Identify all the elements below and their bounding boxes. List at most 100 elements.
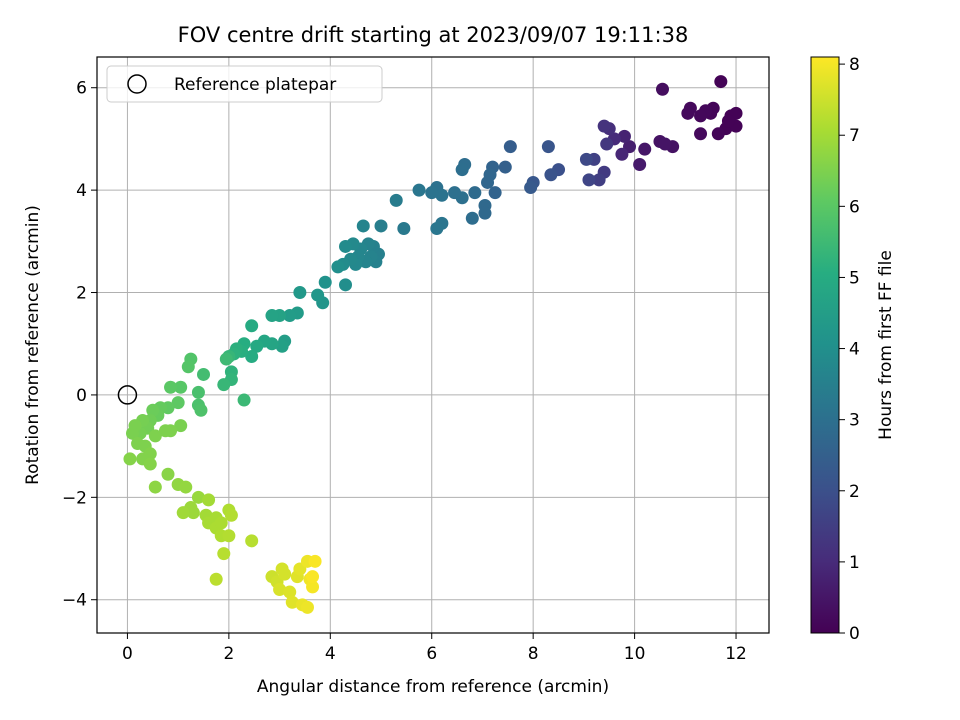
x-axis-label: Angular distance from reference (arcmin)	[257, 677, 609, 697]
data-point	[714, 75, 728, 89]
data-point	[397, 222, 411, 236]
colorbar-tick-label: 5	[849, 268, 860, 288]
data-point	[544, 168, 558, 182]
reference-marker	[117, 385, 138, 405]
colorbar-tick-label: 0	[849, 624, 860, 644]
data-point	[356, 219, 370, 233]
data-point	[285, 595, 299, 609]
data-point	[300, 600, 314, 614]
colorbar-label: Hours from first FF file	[876, 250, 896, 440]
x-tick-label: 0	[122, 644, 133, 664]
data-point	[455, 163, 469, 177]
colorbar-tick-label: 6	[849, 197, 860, 217]
colorbar-ticks: 0 1 2 3 4 5 6 7 8	[839, 55, 860, 644]
data-point	[721, 114, 735, 128]
legend-label: Reference platepar	[174, 75, 336, 95]
colorbar-gradient	[811, 57, 839, 633]
data-point	[181, 360, 195, 374]
legend: Reference platepar	[106, 65, 383, 103]
x-axis-ticks: 0 2 4 6 8 10 12	[122, 633, 747, 664]
data-point	[214, 516, 228, 530]
data-point	[465, 211, 479, 225]
data-point	[171, 396, 185, 410]
colorbar-tick-label: 2	[849, 482, 860, 502]
data-point	[191, 385, 205, 399]
data-point	[638, 142, 652, 156]
data-point	[579, 152, 593, 166]
data-point	[250, 339, 264, 353]
data-point	[694, 127, 708, 141]
data-point	[597, 119, 611, 133]
chart-title: FOV centre drift starting at 2023/09/07 …	[178, 23, 689, 47]
data-point	[481, 175, 495, 189]
y-tick-label: −2	[62, 488, 87, 508]
data-point	[275, 339, 289, 353]
data-point	[306, 570, 320, 584]
data-point	[617, 129, 631, 143]
data-point	[197, 367, 211, 381]
data-point	[217, 378, 231, 392]
data-point	[217, 547, 231, 561]
data-point	[293, 286, 307, 300]
data-point	[191, 490, 205, 504]
data-point	[488, 186, 502, 200]
y-tick-label: 4	[76, 181, 87, 201]
data-point	[176, 506, 190, 520]
data-point	[219, 352, 233, 366]
x-tick-label: 6	[426, 644, 437, 664]
x-tick-label: 4	[325, 644, 336, 664]
data-point	[237, 393, 251, 407]
data-point	[498, 160, 512, 174]
data-point	[123, 452, 137, 466]
colorbar: 0 1 2 3 4 5 6 7 8 Hours from first FF file	[810, 55, 896, 644]
data-point	[503, 140, 517, 154]
data-point	[311, 288, 325, 302]
data-point	[592, 173, 606, 187]
data-point	[339, 278, 353, 292]
data-point	[143, 457, 157, 471]
x-tick-label: 2	[223, 644, 234, 664]
data-point	[374, 219, 388, 233]
data-point	[245, 534, 259, 548]
data-point	[331, 260, 345, 274]
data-point	[161, 467, 175, 481]
colorbar-tick-label: 4	[849, 340, 860, 360]
data-point	[222, 529, 236, 543]
data-point	[283, 309, 297, 323]
y-axis-label: Rotation from reference (arcmin)	[23, 205, 43, 485]
data-point	[194, 403, 208, 417]
data-point	[308, 554, 322, 568]
data-point	[600, 137, 614, 151]
data-point	[148, 480, 162, 494]
data-point	[524, 181, 538, 195]
data-point	[412, 183, 426, 197]
data-point	[430, 222, 444, 236]
y-tick-label: −4	[62, 591, 87, 611]
data-point	[158, 424, 172, 438]
data-point	[615, 147, 629, 161]
data-point	[468, 186, 482, 200]
data-point	[425, 186, 439, 200]
colorbar-tick-label: 1	[849, 553, 860, 573]
data-point	[448, 186, 462, 200]
data-point	[711, 127, 725, 141]
data-point	[202, 493, 216, 507]
colorbar-tick-label: 7	[849, 126, 860, 146]
legend-marker	[127, 74, 147, 94]
data-point	[541, 140, 555, 154]
data-point	[164, 380, 178, 394]
data-point	[658, 137, 672, 151]
data-point	[633, 158, 647, 172]
data-point	[174, 380, 188, 394]
data-point	[126, 426, 140, 440]
legend-box	[106, 65, 383, 103]
data-point	[655, 82, 669, 96]
data-point	[278, 567, 292, 581]
colorbar-tick-label: 3	[849, 411, 860, 431]
data-point	[174, 419, 188, 433]
y-tick-label: 0	[76, 386, 87, 406]
data-point	[306, 580, 320, 594]
y-tick-label: 2	[76, 284, 87, 304]
data-point	[186, 506, 200, 520]
